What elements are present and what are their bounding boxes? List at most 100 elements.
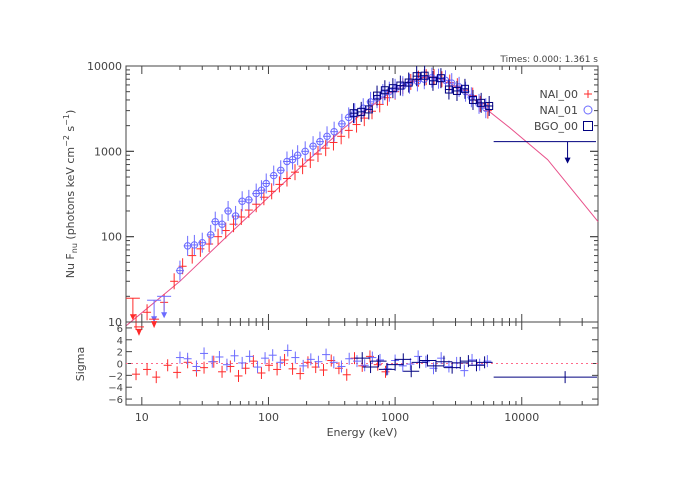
data-point — [211, 211, 220, 232]
circle-marker — [467, 93, 476, 101]
data-point — [436, 68, 445, 89]
data-point — [244, 189, 253, 210]
circle-marker — [211, 217, 219, 226]
residual-axis-ticks — [126, 322, 599, 405]
data-point — [406, 73, 415, 90]
residual-point — [435, 355, 452, 368]
x-tick-label: 100 — [258, 411, 279, 424]
series-nai-01 — [175, 67, 490, 281]
circle-marker — [238, 197, 246, 205]
residual-data-points — [132, 344, 597, 384]
y-tick-label: −2 — [108, 371, 123, 382]
residual-point — [376, 353, 385, 366]
x-tick-label: 10000 — [504, 411, 539, 424]
residual-series-bgo-00 — [354, 352, 493, 378]
residual-point — [395, 353, 412, 366]
data-point — [252, 183, 261, 204]
data-point — [352, 116, 361, 133]
residual-point — [406, 358, 415, 371]
spectrum-axis-ticks — [126, 65, 599, 323]
residual-point — [268, 349, 277, 362]
square-marker — [357, 107, 366, 116]
residual-point — [337, 360, 346, 373]
y-label-exponent-2: −1 — [62, 114, 71, 126]
y-tick-label: 2 — [117, 348, 123, 359]
data-point — [477, 92, 486, 113]
residual-point — [143, 363, 152, 376]
residual-point — [329, 356, 338, 369]
spectrum-y-tick-labels: 10 100 1000 10000 — [87, 60, 122, 329]
residual-point — [411, 356, 428, 369]
y-tick-label: 0 — [117, 360, 123, 371]
residual-point — [222, 358, 231, 371]
data-point — [329, 134, 338, 151]
residual-point — [265, 359, 274, 372]
data-point — [428, 70, 437, 91]
residual-point — [226, 360, 235, 373]
spectrum-panel: 10 100 1000 10000 Nu Fnu (photons keV cm−2 … — [62, 60, 599, 330]
data-point — [366, 91, 375, 112]
residual-point — [296, 367, 305, 380]
spectrum-data-points — [132, 65, 494, 330]
legend-entry: NAI_00 — [540, 88, 592, 101]
legend-marker — [583, 121, 593, 131]
residual-point — [468, 359, 485, 372]
residual-point — [452, 356, 469, 369]
square-marker — [452, 86, 461, 95]
series-nai-00 — [132, 69, 492, 330]
data-point — [364, 99, 373, 120]
data-point — [344, 107, 353, 128]
data-point — [301, 141, 310, 162]
residual-point — [261, 352, 270, 365]
circle-marker — [198, 238, 206, 247]
residual-point — [354, 352, 371, 365]
residual-point — [378, 363, 395, 376]
residual-point — [342, 368, 351, 381]
data-point — [205, 236, 214, 253]
upper-limit-arrow — [157, 295, 172, 319]
legend-label: BGO_00 — [534, 120, 578, 133]
spectrum-upper-limits — [125, 141, 596, 323]
square-marker — [460, 84, 469, 93]
data-point — [269, 165, 278, 186]
residual-point — [419, 354, 436, 367]
square-marker — [477, 98, 486, 107]
data-point — [257, 180, 266, 201]
residual-point — [241, 362, 250, 375]
data-point — [143, 304, 152, 321]
square-marker — [468, 95, 477, 104]
residual-point — [299, 359, 308, 372]
residual-point — [273, 363, 282, 376]
data-point — [460, 78, 469, 99]
model-line — [125, 75, 599, 327]
residual-point — [306, 353, 315, 366]
circle-marker — [366, 98, 375, 106]
data-point — [413, 71, 422, 92]
data-point — [330, 121, 339, 142]
square-marker — [364, 105, 373, 114]
residual-point — [381, 365, 390, 378]
residual-point — [183, 352, 192, 365]
series-bgo-00 — [349, 65, 494, 124]
circle-marker — [270, 171, 278, 180]
y-label-main: Nu F — [64, 253, 77, 278]
x-tick-labels: 10 100 1000 10000 — [135, 411, 539, 424]
spectrum-frame — [125, 65, 599, 323]
y-label-subscript: nu — [70, 243, 79, 253]
residual-point — [230, 349, 239, 362]
x-axis-label: Energy (keV) — [327, 426, 398, 439]
circle-marker — [245, 196, 253, 204]
data-point — [452, 80, 461, 101]
times-label: Times: 0.000: 1.361 s — [499, 55, 598, 65]
residual-series-nai-00 — [132, 350, 390, 384]
residual-y-axis-label: Sigma — [74, 347, 87, 381]
y-tick-label: 10 — [108, 316, 122, 329]
residual-point — [245, 350, 254, 363]
residual-point — [291, 351, 300, 364]
y-label-seconds: s — [64, 126, 77, 135]
square-marker — [404, 78, 413, 87]
data-point — [309, 136, 318, 157]
residual-point — [319, 364, 328, 377]
square-marker — [412, 72, 421, 81]
